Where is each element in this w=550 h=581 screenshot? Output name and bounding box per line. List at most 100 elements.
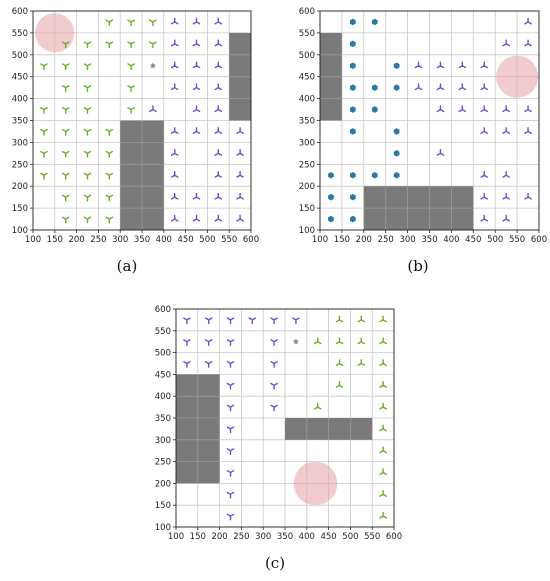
- data-point: [226, 404, 235, 412]
- data-point: [357, 359, 366, 366]
- data-point: [371, 84, 378, 91]
- x-tick-label: 550: [509, 235, 525, 245]
- y-tick-label: 400: [299, 95, 315, 105]
- x-tick-label: 450: [465, 235, 481, 245]
- data-point: [524, 17, 532, 25]
- x-tick-label: 200: [356, 235, 372, 245]
- x-tick-label: 550: [221, 235, 237, 245]
- y-tick-label: 550: [12, 29, 28, 39]
- x-tick-label: 350: [421, 235, 437, 245]
- data-point: [83, 63, 92, 71]
- y-tick-label: 100: [12, 226, 28, 236]
- data-point: [393, 84, 400, 91]
- data-point: [236, 214, 244, 222]
- data-point: [40, 63, 48, 71]
- data-point: [349, 62, 356, 70]
- x-tick-label: 400: [156, 235, 172, 245]
- y-tick-label: 150: [299, 204, 315, 214]
- x-tick-label: 150: [334, 235, 350, 245]
- panel-caption: (b): [407, 257, 428, 275]
- data-point: [480, 170, 489, 178]
- data-point: [61, 172, 70, 180]
- data-point: [371, 171, 378, 179]
- data-point: [214, 192, 223, 200]
- data-point: [379, 337, 387, 345]
- y-tick-label: 550: [299, 29, 315, 39]
- data-point: [214, 83, 223, 91]
- data-point: [192, 127, 201, 134]
- y-tick-label: 400: [12, 95, 28, 105]
- data-point: [204, 361, 213, 368]
- data-point: [357, 315, 366, 323]
- data-point: [83, 128, 92, 136]
- data-point: [414, 83, 423, 91]
- data-point: [480, 105, 489, 113]
- data-point: [270, 361, 278, 368]
- panel-caption: (c): [265, 554, 285, 572]
- data-point: [170, 170, 179, 178]
- data-point: [458, 105, 467, 113]
- obstacle: [320, 32, 342, 121]
- data-point: [61, 194, 70, 202]
- data-point: [226, 426, 235, 434]
- x-tick-label: 350: [277, 532, 293, 542]
- obstacle: [229, 32, 251, 121]
- data-point: [204, 339, 213, 346]
- data-point: [349, 106, 356, 113]
- x-tick-label: 150: [190, 532, 206, 542]
- data-point: [328, 193, 334, 201]
- data-point: [393, 171, 400, 179]
- x-tick-label: 500: [199, 235, 215, 245]
- data-point: [226, 339, 235, 346]
- data-point: [170, 61, 179, 69]
- data-point: [328, 171, 334, 179]
- data-point: [192, 192, 201, 200]
- data-point: [393, 150, 400, 157]
- data-point: [480, 192, 489, 200]
- panel-caption: (a): [117, 257, 138, 275]
- data-point: [335, 359, 344, 366]
- data-point: [436, 83, 445, 91]
- data-point: [502, 214, 510, 222]
- x-tick-label: 500: [487, 235, 503, 245]
- y-tick-label: 500: [155, 349, 171, 359]
- data-point: [183, 317, 191, 325]
- data-point: [458, 83, 467, 91]
- x-tick-label: 200: [68, 235, 84, 245]
- data-point: [236, 170, 244, 178]
- data-point: [214, 170, 223, 178]
- data-point: [192, 61, 201, 69]
- data-point: [214, 127, 223, 134]
- data-point: [192, 214, 201, 222]
- data-point: [214, 61, 223, 69]
- data-point: [226, 448, 235, 455]
- data-point: [170, 83, 179, 91]
- data-point: [61, 85, 70, 92]
- data-point: [127, 63, 135, 71]
- obstacle: [363, 186, 474, 230]
- y-tick-label: 100: [155, 523, 171, 533]
- data-point: [379, 315, 387, 323]
- data-point: [236, 192, 244, 200]
- data-point: [335, 381, 344, 388]
- data-point: [40, 128, 48, 136]
- data-point: [292, 338, 300, 345]
- data-point: [192, 17, 201, 25]
- data-point: [105, 19, 114, 27]
- data-point: [61, 41, 70, 49]
- x-tick-label: 500: [342, 532, 358, 542]
- x-tick-label: 300: [399, 235, 415, 245]
- data-point: [270, 404, 278, 412]
- data-point: [480, 61, 489, 69]
- data-point: [170, 127, 179, 134]
- data-point: [524, 127, 532, 134]
- data-point: [524, 105, 532, 113]
- x-tick-label: 550: [364, 532, 380, 542]
- data-point: [458, 61, 467, 69]
- data-point: [349, 84, 356, 91]
- y-tick-label: 600: [12, 7, 28, 17]
- data-point: [61, 216, 70, 224]
- x-tick-label: 600: [386, 532, 402, 542]
- data-point: [214, 39, 223, 47]
- data-point: [226, 470, 235, 477]
